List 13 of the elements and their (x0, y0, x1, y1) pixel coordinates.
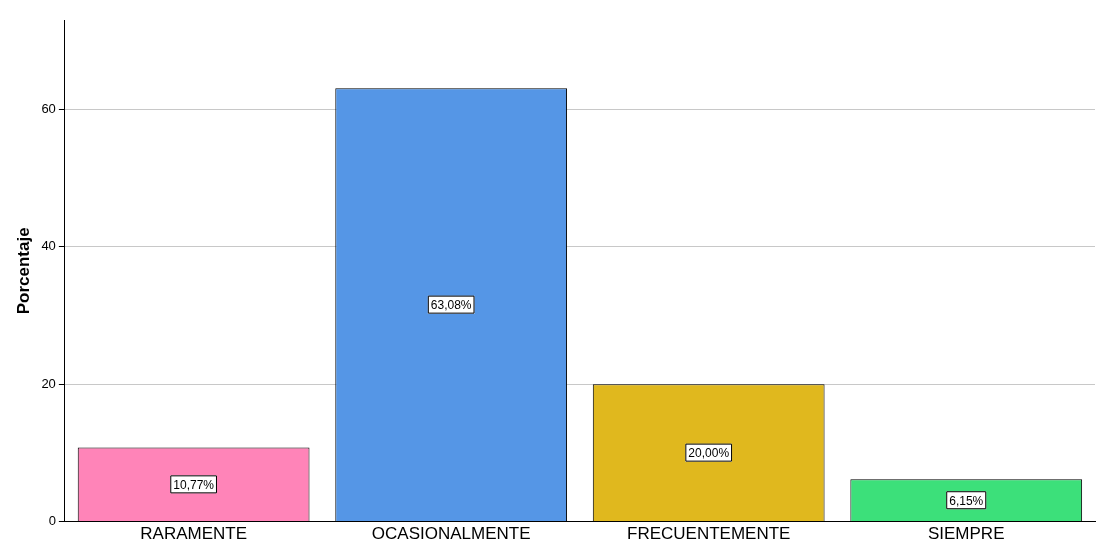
y-tick-label: 60 (41, 100, 56, 116)
data-label: 6,15% (949, 493, 984, 508)
data-label: 63,08% (430, 297, 472, 312)
y-tick-label: 40 (41, 238, 56, 254)
x-tick-label: OCASIONALMENTE (371, 524, 531, 544)
y-axis-title: Porcentaje (13, 227, 33, 315)
x-tick-label: SIEMPRE (927, 524, 1005, 544)
y-tick-label: 20 (41, 375, 56, 391)
x-tick-label: RARAMENTE (140, 524, 247, 544)
data-label: 10,77% (173, 477, 215, 492)
x-tick-label: FRECUENTEMENTE (626, 524, 791, 544)
data-label: 20,00% (688, 445, 730, 460)
y-tick-label: 0 (48, 513, 56, 529)
